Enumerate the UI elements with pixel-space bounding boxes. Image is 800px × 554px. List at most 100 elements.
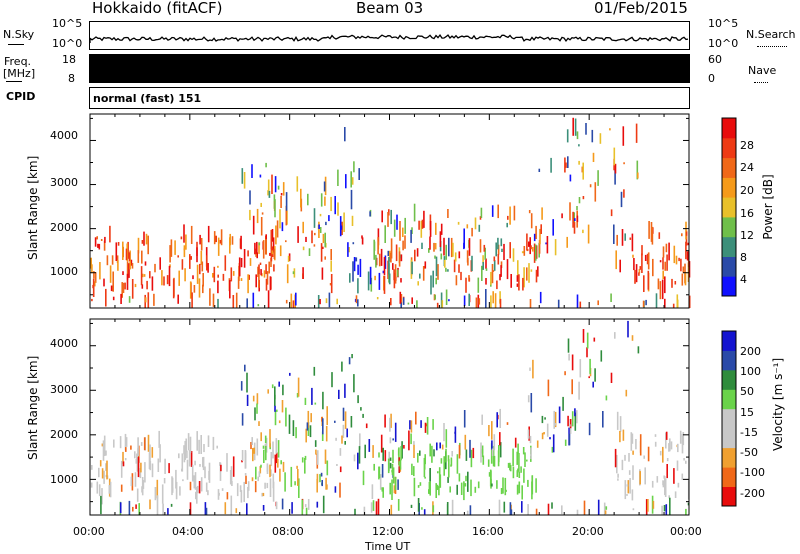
velocity-cell	[669, 438, 671, 452]
power-cell	[240, 235, 242, 250]
velocity-cell	[120, 484, 123, 492]
velocity-cell	[582, 329, 585, 343]
power-cell	[685, 231, 688, 236]
velocity-cell	[605, 395, 608, 401]
power-cell	[137, 250, 140, 263]
power-cell	[384, 255, 387, 269]
power-cell	[240, 258, 243, 268]
velocity-cell	[567, 415, 569, 427]
velocity-cell	[122, 461, 125, 467]
velocity-cell	[240, 381, 243, 391]
power-cell	[399, 221, 401, 241]
xtick-2400: 00:00	[670, 525, 702, 538]
power-cell	[597, 170, 599, 186]
velocity-cell	[244, 453, 247, 469]
power-cell	[258, 242, 261, 246]
velocity-cell	[390, 504, 393, 515]
velocity-cell	[610, 372, 613, 383]
power-cell	[351, 215, 354, 226]
velocity-cell	[491, 483, 493, 487]
power-cell	[96, 236, 98, 240]
power-cell	[447, 269, 449, 272]
velocity-cell	[654, 441, 657, 447]
power-cell	[217, 265, 219, 268]
velocity-cell	[143, 437, 146, 451]
power-cell	[578, 144, 580, 147]
nave-label: Nave	[748, 64, 777, 77]
power-cell	[343, 212, 345, 232]
velocity-cell	[219, 462, 222, 481]
velocity-cell	[167, 508, 169, 515]
power-cell	[126, 261, 129, 280]
power-cell	[202, 284, 204, 294]
velocity-cell	[408, 430, 410, 451]
power-cell	[384, 225, 386, 243]
velocity-cell	[417, 498, 420, 512]
power-cell	[452, 242, 454, 257]
velocity-cell	[493, 455, 496, 467]
power-cell	[439, 231, 442, 247]
power-cell	[270, 229, 273, 250]
velocity-cell	[389, 417, 391, 432]
velocity-cell	[186, 450, 188, 459]
velocity-cell	[246, 503, 248, 515]
velocity-cell	[203, 444, 205, 453]
power-cell	[127, 241, 129, 259]
power-cell	[183, 224, 185, 243]
power-cell	[369, 266, 372, 285]
velocity-cell	[269, 464, 271, 478]
velocity-cell	[450, 457, 453, 466]
velocity-colorbar-swatch	[722, 428, 736, 449]
power-cell	[671, 278, 673, 288]
velocity-cell	[375, 501, 378, 515]
velocity-cell	[128, 500, 131, 515]
velocity-cell	[382, 487, 384, 498]
power-cell	[246, 298, 248, 308]
power-cell	[128, 252, 131, 262]
velocity-cell	[339, 448, 342, 456]
power-cell	[348, 247, 350, 253]
power-cell	[344, 127, 346, 142]
velocity-cell	[544, 417, 546, 420]
velocity-cell	[605, 506, 608, 510]
velocity-cell	[235, 508, 238, 514]
velocity-cell	[341, 361, 343, 372]
velocity-cell	[247, 481, 250, 491]
velocity-cell	[159, 444, 161, 463]
velocity-cell	[389, 437, 392, 444]
velocity-cell	[106, 460, 108, 480]
power-cell	[300, 188, 302, 208]
power-cell	[297, 226, 299, 243]
power-cell	[116, 255, 119, 263]
velocity-cell	[530, 393, 533, 413]
velocity-cell	[275, 501, 278, 510]
velocity-cell	[632, 450, 634, 455]
power-cell	[471, 227, 473, 237]
power-cell	[485, 289, 487, 308]
power-cell	[274, 176, 277, 193]
power-cell	[212, 273, 214, 278]
power-cell	[576, 131, 579, 140]
velocity-cell	[267, 389, 269, 394]
velocity-cell	[512, 448, 514, 467]
velocity-cell	[420, 420, 422, 428]
power-cell	[324, 232, 326, 248]
velocity-cell	[322, 495, 325, 514]
velocity-cell	[131, 473, 134, 491]
cpid-label: CPID	[6, 90, 36, 103]
velocity-cell	[140, 462, 142, 473]
power-cell	[662, 270, 664, 280]
velocity-cell	[264, 482, 266, 489]
power-colorbar-swatch	[722, 118, 736, 139]
power-cell	[492, 270, 495, 272]
velocity-cell	[90, 482, 93, 488]
velocity-cbar-tick-100: 100	[740, 365, 761, 378]
velocity-cell	[130, 445, 132, 450]
velocity-cell	[470, 479, 472, 497]
velocity-cell	[463, 410, 466, 428]
power-cell	[530, 245, 532, 250]
velocity-cell	[435, 483, 437, 498]
velocity-cell	[447, 476, 449, 483]
power-cell	[490, 271, 492, 285]
velocity-cell	[317, 450, 319, 465]
